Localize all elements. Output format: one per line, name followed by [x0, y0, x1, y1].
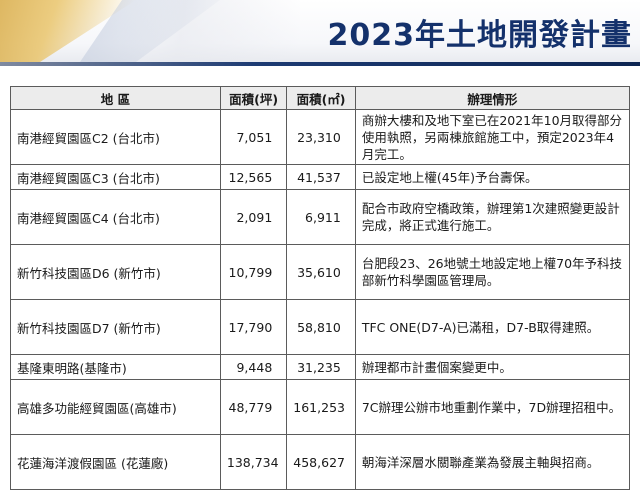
- cell-ping: 7,051: [219, 109, 288, 165]
- cell-status: 已設定地上權(45年)予台壽保。: [354, 164, 631, 190]
- cell-area: 高雄多功能經貿園區(高雄市): [10, 379, 221, 435]
- header-divider: [0, 62, 640, 66]
- cell-status: 7C辦理公辦市地重劃作業中，7D辦理招租中。: [354, 379, 631, 435]
- cell-ping: 48,779: [219, 379, 288, 435]
- table-header-row: 地 區 面積(坪) 面積(㎡) 辦理情形: [10, 86, 631, 110]
- page-title: 2023年土地開發計畫: [327, 18, 632, 53]
- header-status: 辦理情形: [354, 86, 631, 110]
- cell-ping: 138,734: [219, 434, 288, 490]
- cell-sqm: 41,537: [286, 164, 356, 190]
- cell-sqm: 35,610: [286, 244, 356, 300]
- header-area: 地 區: [10, 86, 221, 110]
- cell-area: 南港經貿園區C4 (台北市): [10, 189, 221, 245]
- cell-status: 台肥段23、26地號土地設定地上權70年予科技部新竹科學園區管理局。: [354, 244, 631, 300]
- cell-area: 南港經貿園區C2 (台北市): [10, 109, 221, 165]
- cell-sqm: 23,310: [286, 109, 356, 165]
- header-ping: 面積(坪): [219, 86, 288, 110]
- cell-status: 配合市政府空橋政策，辦理第1次建照變更設計完成，將正式進行施工。: [354, 189, 631, 245]
- table-row: 新竹科技園區D7 (新竹市) 17,790 58,810 TFC ONE(D7-…: [10, 299, 631, 355]
- cell-sqm: 58,810: [286, 299, 356, 355]
- cell-area: 基隆東明路(基隆市): [10, 354, 221, 380]
- cell-ping: 9,448: [219, 354, 288, 380]
- table-row: 基隆東明路(基隆市) 9,448 31,235 辦理都市計畫個案變更中。: [10, 354, 631, 380]
- table-row: 南港經貿園區C2 (台北市) 7,051 23,310 商辦大樓和及地下室已在2…: [10, 109, 631, 165]
- land-plan-table: 地 區 面積(坪) 面積(㎡) 辦理情形 南港經貿園區C2 (台北市) 7,05…: [10, 86, 631, 490]
- cell-area: 花蓮海洋渡假園區 (花蓮廠): [10, 434, 221, 490]
- cell-area: 新竹科技園區D6 (新竹市): [10, 244, 221, 300]
- cell-ping: 2,091: [219, 189, 288, 245]
- table-row: 花蓮海洋渡假園區 (花蓮廠) 138,734 458,627 朝海洋深層水關聯產…: [10, 434, 631, 490]
- cell-status: 辦理都市計畫個案變更中。: [354, 354, 631, 380]
- plan-table-container: 地 區 面積(坪) 面積(㎡) 辦理情形 南港經貿園區C2 (台北市) 7,05…: [10, 86, 631, 490]
- table-row: 高雄多功能經貿園區(高雄市) 48,779 161,253 7C辦理公辦市地重劃…: [10, 379, 631, 435]
- cell-sqm: 161,253: [286, 379, 356, 435]
- cell-sqm: 31,235: [286, 354, 356, 380]
- cell-status: 商辦大樓和及地下室已在2021年10月取得部分使用執照，另兩棟旅館施工中，預定2…: [354, 109, 631, 165]
- table-row: 南港經貿園區C4 (台北市) 2,091 6,911 配合市政府空橋政策，辦理第…: [10, 189, 631, 245]
- table-row: 南港經貿園區C3 (台北市) 12,565 41,537 已設定地上權(45年)…: [10, 164, 631, 190]
- cell-ping: 10,799: [219, 244, 288, 300]
- slide-header: 2023年土地開發計畫: [0, 0, 640, 62]
- cell-area: 新竹科技園區D7 (新竹市): [10, 299, 221, 355]
- cell-sqm: 6,911: [286, 189, 356, 245]
- cell-sqm: 458,627: [286, 434, 356, 490]
- cell-area: 南港經貿園區C3 (台北市): [10, 164, 221, 190]
- header-sqm: 面積(㎡): [286, 86, 356, 110]
- cell-ping: 17,790: [219, 299, 288, 355]
- cell-status: 朝海洋深層水關聯產業為發展主軸與招商。: [354, 434, 631, 490]
- cell-ping: 12,565: [219, 164, 288, 190]
- table-row: 新竹科技園區D6 (新竹市) 10,799 35,610 台肥段23、26地號土…: [10, 244, 631, 300]
- cell-status: TFC ONE(D7-A)已滿租，D7-B取得建照。: [354, 299, 631, 355]
